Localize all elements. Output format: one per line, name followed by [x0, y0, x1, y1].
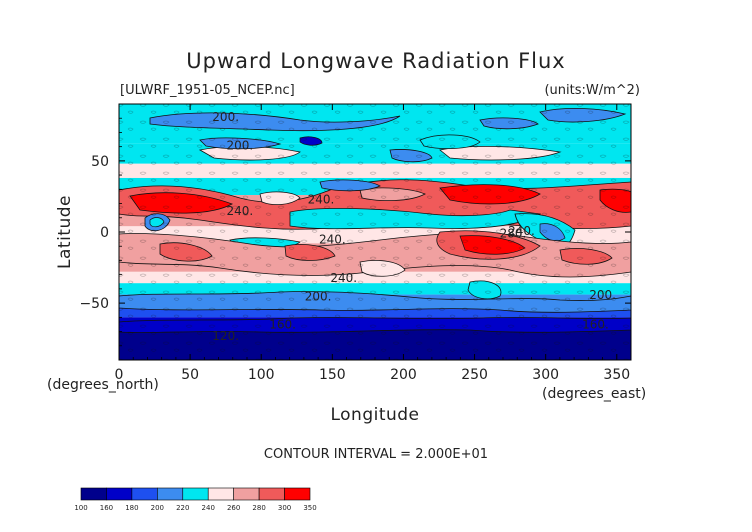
contour-interval: CONTOUR INTERVAL = 2.000E+01: [264, 447, 488, 462]
y-tick-label: 50: [91, 154, 109, 170]
x-tick-label: 100: [248, 367, 275, 383]
contour-label: 200.: [227, 139, 254, 153]
colorbar-level: 220: [176, 504, 189, 512]
contour-label: 240.: [508, 224, 535, 238]
colorbar-swatch: [80, 487, 107, 501]
x-tick-label: 250: [461, 367, 488, 383]
colorbar-swatch: [182, 487, 209, 501]
colorbar-swatch: [258, 487, 285, 501]
contour-labels: 200. 200. 240. 240. 240. 240. 200. 160. 120. 280.…: [212, 110, 616, 343]
contour-label: 200.: [212, 110, 239, 124]
x-unit-label: (degrees_east): [542, 386, 646, 402]
contour-label: 200.: [589, 288, 616, 302]
y-tick-label: −50: [79, 296, 109, 312]
x-tick-label: 200: [390, 367, 417, 383]
colorbar-level: 300: [278, 504, 291, 512]
contour-label: 160.: [269, 318, 296, 332]
contour-label: 240.: [319, 232, 346, 246]
colorbar-level: 260: [227, 504, 240, 512]
contour-label: 280.: [500, 227, 527, 241]
colorbar-level: 200: [151, 504, 164, 512]
colorbar: 100 160 180 200 220 240 260 280 300 350: [74, 487, 317, 512]
x-axis-title: Longitude: [330, 405, 419, 425]
colorbar-swatch: [131, 487, 158, 501]
contour-label: 240.: [330, 271, 357, 285]
colorbar-level: 280: [252, 504, 265, 512]
contour-label: 120.: [212, 329, 239, 343]
contour-field: 200. 200. 240. 240. 240. 240. 200. 160. 120. 280.…: [119, 104, 631, 360]
x-tick-label: 350: [603, 367, 630, 383]
colorbar-level: 100: [74, 504, 87, 512]
contour-label: 240.: [308, 193, 335, 207]
x-tick-label: 0: [115, 367, 124, 383]
colorbar-level: 160: [100, 504, 113, 512]
contour-label: 240.: [227, 204, 254, 218]
y-unit-label: (degrees_north): [47, 377, 159, 393]
y-tick-label: 0: [100, 225, 109, 241]
y-axis: 50 0 −50: [79, 117, 631, 347]
colorbar-level: 350: [303, 504, 316, 512]
dataset-label: [ULWRF_1951-05_NCEP.nc]: [120, 83, 295, 98]
colorbar-swatch: [157, 487, 184, 501]
x-tick-label: 50: [181, 367, 199, 383]
colorbar-swatch: [233, 487, 260, 501]
colorbar-swatch: [106, 487, 133, 501]
colorbar-level: 180: [125, 504, 138, 512]
y-axis-title: Latitude: [55, 195, 75, 269]
x-tick-label: 300: [532, 367, 559, 383]
colorbar-level: 240: [202, 504, 215, 512]
contour-label: 200.: [305, 289, 332, 303]
x-tick-label: 150: [319, 367, 346, 383]
contour-label: 160.: [582, 318, 609, 332]
chart-title: Upward Longwave Radiation Flux: [186, 49, 565, 73]
x-axis: 0 50 100 150 200 250 300 350: [115, 104, 630, 383]
colorbar-swatch: [207, 487, 234, 501]
units-label: (units:W/m^2): [544, 83, 640, 98]
colorbar-swatch: [284, 487, 311, 501]
